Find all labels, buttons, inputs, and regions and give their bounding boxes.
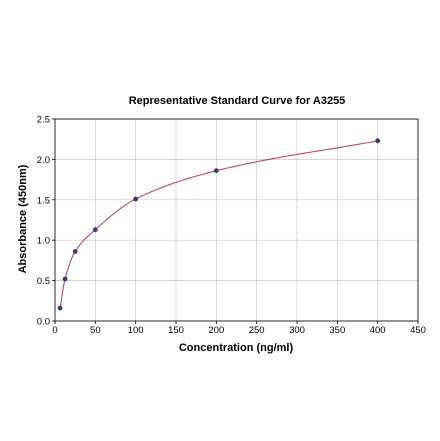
data-points: [57, 138, 381, 311]
y-tick-label: 1.5: [37, 195, 50, 206]
x-tick-label: 300: [289, 325, 305, 336]
y-tick-label: 1.0: [37, 236, 50, 247]
grid-lines: [54, 118, 419, 322]
data-point: [213, 168, 219, 174]
x-tick-label: 400: [370, 325, 386, 336]
data-point: [375, 138, 381, 144]
x-tick-label: 50: [90, 325, 101, 336]
data-point: [72, 249, 78, 254]
fit-curve-line: [59, 140, 378, 309]
x-tick-label: 450: [410, 325, 426, 336]
x-tick-label: 100: [128, 325, 144, 336]
chart-title: Representative Standard Curve for A3255: [129, 95, 346, 107]
plot-area-frame: [54, 118, 419, 322]
y-axis-label: Absorbance (450nm): [17, 164, 29, 273]
y-axis-ticks: 0.0 0.5 1.0 1.5 2.0 2.5: [37, 115, 55, 328]
x-tick-label: 0: [52, 325, 57, 336]
data-point: [92, 227, 98, 233]
data-point: [133, 196, 139, 202]
x-axis-label: Concentration (ng/ml): [179, 342, 294, 354]
y-tick-label: 0.5: [37, 276, 50, 287]
x-tick-label: 200: [208, 325, 224, 336]
y-tick-label: 2.0: [37, 155, 50, 166]
data-point: [62, 276, 68, 282]
x-tick-label: 150: [168, 325, 184, 336]
y-tick-label: 2.5: [37, 115, 50, 126]
x-tick-label: 250: [249, 325, 265, 336]
x-tick-label: 350: [329, 325, 345, 336]
y-tick-label: 0.0: [37, 317, 50, 328]
x-axis-ticks: 0 50 100 150 200 250 300 350 400 450: [52, 321, 426, 336]
data-point: [57, 305, 63, 311]
